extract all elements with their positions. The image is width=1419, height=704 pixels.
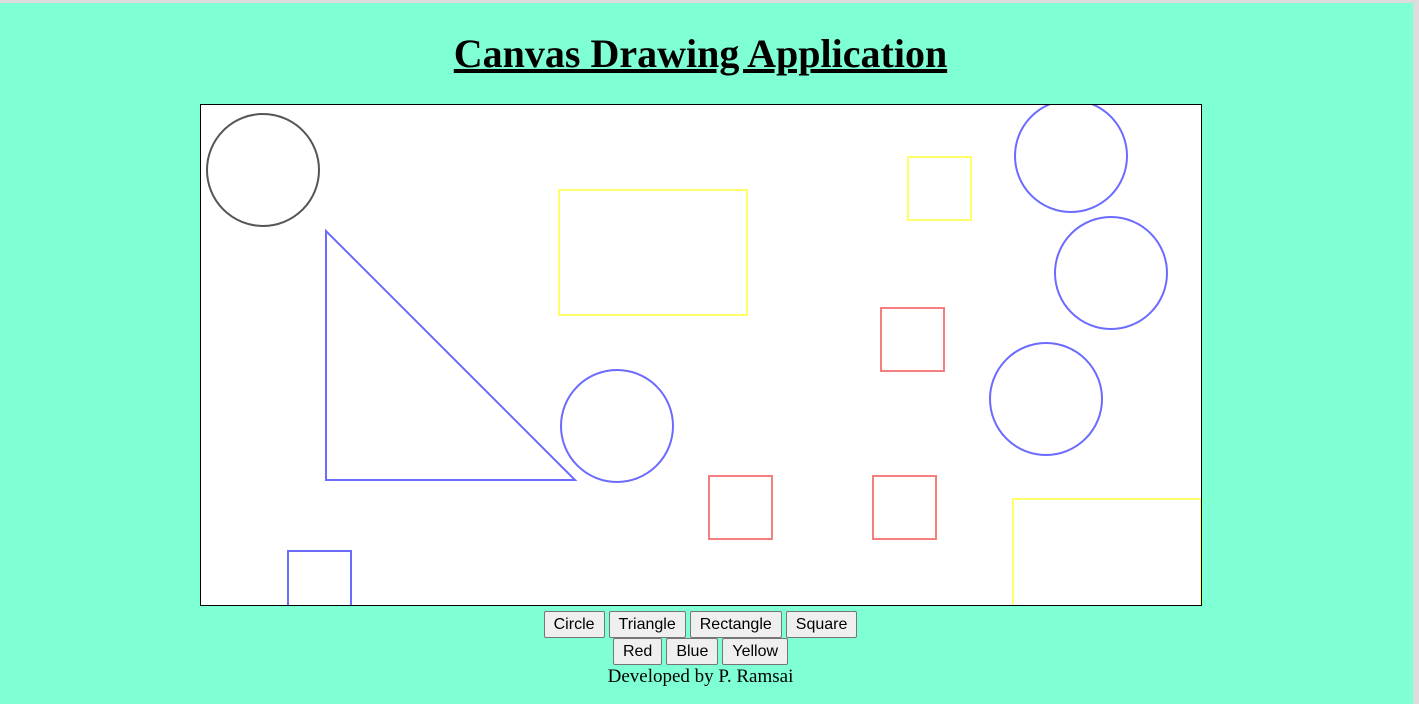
yellow-button[interactable]: Yellow — [722, 638, 789, 665]
shape-circle-blue — [1054, 216, 1168, 330]
scrollbar-track[interactable] — [1413, 0, 1419, 704]
shape-circle-blue — [560, 369, 674, 483]
shape-square-red — [872, 475, 937, 540]
shape-circle-gray — [206, 113, 320, 227]
red-button[interactable]: Red — [612, 638, 663, 665]
color-button-row: Red Blue Yellow — [0, 638, 1401, 665]
footer-credit: Developed by P. Ramsai — [607, 666, 794, 687]
browser-top-edge — [0, 0, 1419, 3]
shape-square-blue — [287, 550, 352, 605]
square-button[interactable]: Square — [785, 611, 858, 638]
blue-button[interactable]: Blue — [666, 638, 719, 665]
shape-square-red — [880, 307, 945, 372]
shape-square-yellow — [907, 156, 972, 221]
shape-circle-blue — [1014, 105, 1128, 213]
circle-button[interactable]: Circle — [543, 611, 605, 638]
shape-rectangle-yellow — [558, 189, 748, 316]
triangle-button[interactable]: Triangle — [608, 611, 686, 638]
rectangle-button[interactable]: Rectangle — [689, 611, 782, 638]
shape-rectangle-yellow — [1012, 498, 1201, 605]
shape-square-red — [708, 475, 773, 540]
canvas-surface[interactable] — [201, 105, 1201, 605]
drawing-canvas[interactable] — [200, 104, 1202, 606]
page-title: Canvas Drawing Application — [453, 31, 948, 76]
shape-triangle-blue — [325, 228, 578, 481]
shape-circle-blue — [989, 342, 1103, 456]
shape-button-row: Circle Triangle Rectangle Square — [0, 611, 1401, 638]
